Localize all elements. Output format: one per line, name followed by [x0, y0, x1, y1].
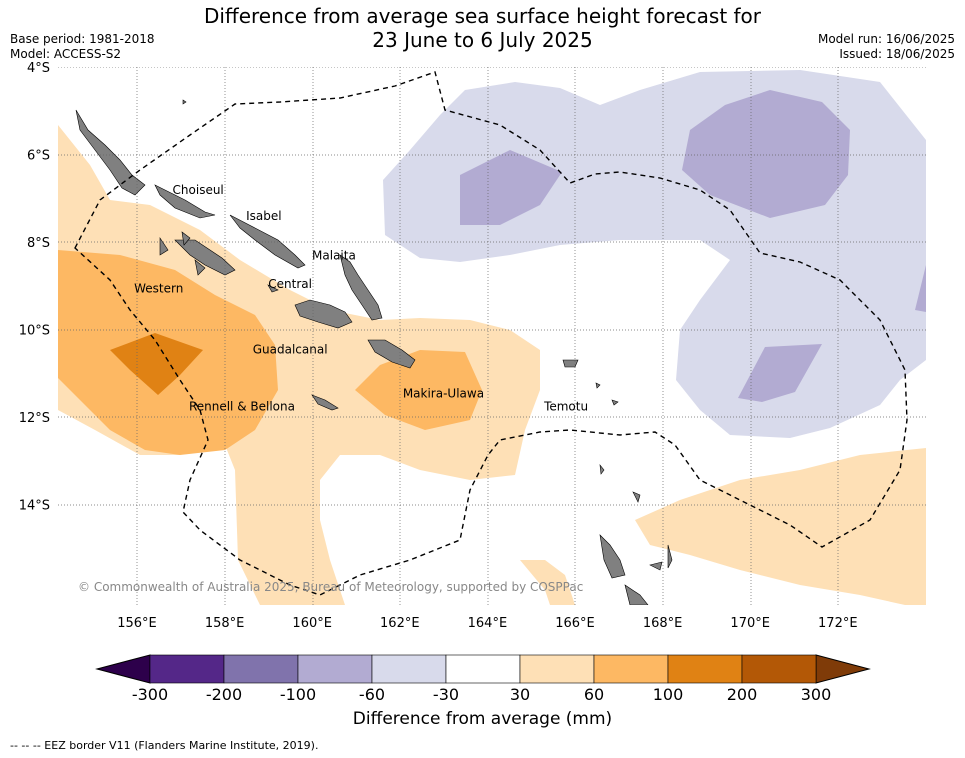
central-islands [267, 284, 279, 293]
province-labels: Choiseul Isabel Malaita Western Central Guada… [134, 183, 588, 414]
anomaly-fill-100-200 [110, 333, 203, 395]
isabel-island [229, 214, 306, 269]
latitude-labels: 4°S 6°S 8°S 10°S 12°S 14°S [19, 61, 50, 514]
colorbar-box [519, 654, 595, 684]
colorbar-boxes [149, 654, 817, 684]
colorbar-tick: 200 [727, 685, 758, 704]
colorbar-tick: 60 [584, 685, 604, 704]
lat-label: 10°S [19, 324, 50, 339]
colorbar-ticks: -300 -200 -100 -60 -30 30 60 100 200 300 [132, 685, 831, 704]
colorbar-box [223, 654, 299, 684]
base-period: Base period: 1981-2018 [10, 32, 155, 46]
lon-label: 160°E [292, 616, 332, 631]
malaita-island [339, 254, 383, 321]
province-label: Makira-Ulawa [403, 386, 484, 400]
lon-label: 166°E [555, 616, 595, 631]
province-label: Western [134, 281, 183, 295]
lon-label: 162°E [380, 616, 420, 631]
vanuatu-malekula [624, 584, 649, 605]
rennell-island [311, 394, 339, 411]
lon-label: 164°E [468, 616, 508, 631]
title-line-2: 23 June to 6 July 2025 [372, 28, 593, 52]
colorbar-tick: 30 [510, 685, 530, 704]
vanuatu-torres [599, 464, 605, 475]
anomaly-fill-neg60-neg100 [460, 90, 926, 402]
colorbar-box [371, 654, 447, 684]
land-masses [75, 99, 673, 605]
colorbar-extend-high [815, 654, 871, 684]
meta-left: Base period: 1981-2018 Model: ACCESS-S2 [10, 32, 155, 62]
province-label: Choiseul [173, 183, 224, 197]
lon-label: 156°E [117, 616, 157, 631]
duff-islands [611, 399, 619, 406]
colorbar-box [149, 654, 225, 684]
rendova [194, 259, 206, 276]
colorbar-tick: 300 [801, 685, 832, 704]
colorbar-tick: 100 [653, 685, 684, 704]
lat-label: 6°S [27, 149, 50, 164]
vanuatu-banks [632, 491, 641, 503]
colorbar-box [667, 654, 743, 684]
vella-lavella [159, 237, 169, 256]
colorbar-box [593, 654, 669, 684]
vanuatu-espiritu [599, 534, 626, 579]
ontong-java [182, 99, 187, 105]
colorbar-tick: -100 [280, 685, 316, 704]
makira-island [367, 339, 416, 369]
province-label: Guadalcanal [253, 343, 328, 357]
colorbar-label: Difference from average (mm) [352, 709, 613, 729]
lon-label: 170°E [730, 616, 770, 631]
model-run: Model run: 16/06/2025 [817, 32, 955, 46]
colorbar: -300 -200 -100 -60 -30 30 60 100 200 300 [95, 654, 871, 704]
copyright-notice: © Commonwealth of Australia 2025, Bureau… [78, 580, 584, 594]
colorbar-box [741, 654, 817, 684]
colorbar-tick: -300 [132, 685, 168, 704]
guadalcanal-island [294, 299, 353, 329]
longitude-labels: 156°E 158°E 160°E 162°E 164°E 166°E 168°E 170°E… [117, 616, 857, 631]
province-label: Rennell & Bellona [189, 399, 295, 413]
reef-islands [595, 382, 601, 389]
lat-label: 12°S [19, 411, 50, 426]
new-georgia [174, 239, 236, 276]
gridlines [58, 67, 926, 605]
lon-label: 172°E [818, 616, 858, 631]
meta-right: Model run: 16/06/2025 Issued: 18/06/2025 [818, 32, 955, 62]
province-label: Isabel [246, 209, 281, 223]
vanuatu-ambae [649, 561, 663, 571]
choiseul-islet [154, 184, 216, 219]
colorbar-tick: -30 [433, 685, 459, 704]
vanuatu-pentecost [667, 544, 673, 569]
map-frame [58, 67, 926, 605]
colorbar-tick: -200 [206, 685, 242, 704]
eez-footnote: -- -- -- EEZ border V11 (Flanders Marine… [10, 739, 319, 752]
colorbar-tick: -60 [359, 685, 385, 704]
choiseul-island [75, 109, 146, 196]
model-name: Model: ACCESS-S2 [10, 47, 122, 61]
anomaly-fill-30-60 [58, 125, 926, 605]
map-title: Difference from average sea surface heig… [0, 4, 965, 52]
province-label: Malaita [312, 249, 356, 263]
eez-border [74, 71, 908, 596]
colorbar-extend-low [95, 654, 151, 684]
temotu-nendo [562, 359, 579, 368]
lon-label: 168°E [643, 616, 683, 631]
lat-label: 14°S [19, 499, 50, 514]
colorbar-box [297, 654, 373, 684]
title-line-1: Difference from average sea surface heig… [203, 4, 762, 28]
colorbar-box [445, 654, 521, 684]
lat-label: 8°S [27, 236, 50, 251]
lat-label: 4°S [27, 61, 50, 76]
province-label: Central [268, 277, 312, 291]
lon-label: 158°E [205, 616, 245, 631]
province-label: Temotu [543, 399, 588, 413]
issued-date: Issued: 18/06/2025 [839, 47, 955, 61]
